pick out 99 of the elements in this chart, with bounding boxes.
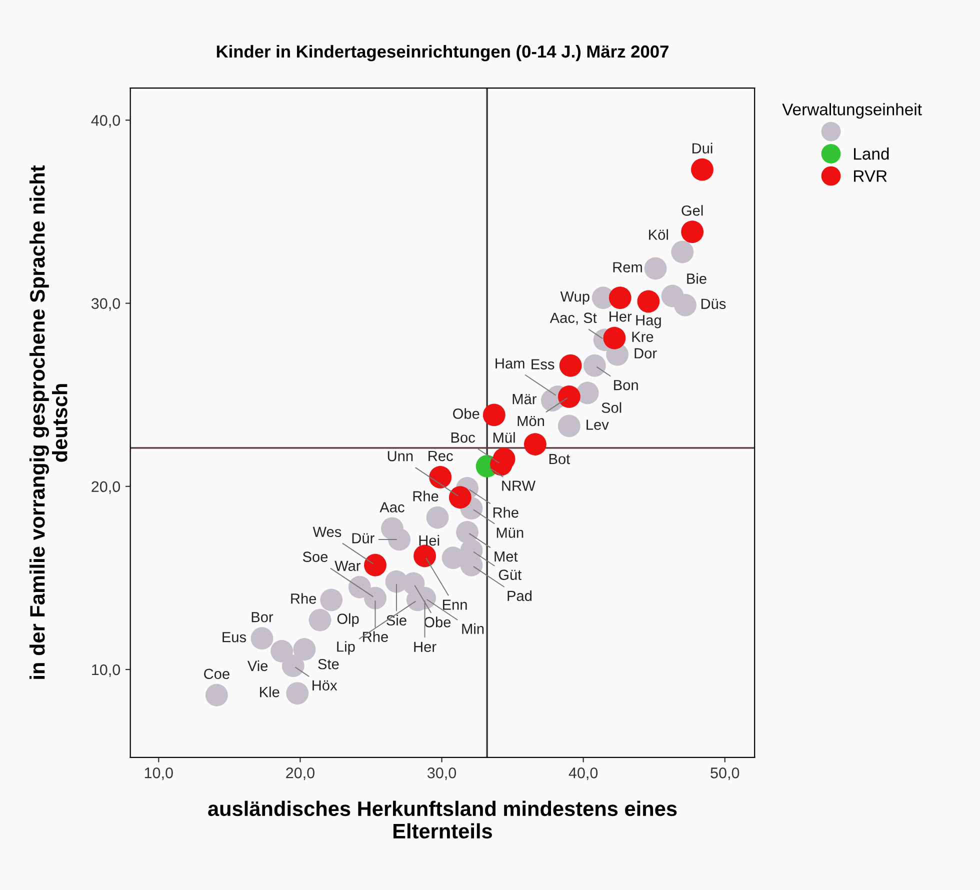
- annotation: Mön: [518, 416, 544, 426]
- annotation: Sie: [386, 614, 406, 626]
- annotation: Mül: [493, 432, 515, 443]
- annotation: Höx: [312, 680, 338, 691]
- point: [637, 290, 660, 313]
- annotation: Aac, St: [550, 312, 597, 325]
- y-axis-title: in der Familie vorrangig gesprochene Sprache nicht deutsch: [29, 165, 68, 679]
- annotation: Bon: [614, 380, 638, 390]
- point: [442, 546, 464, 569]
- annotation: Sol: [602, 402, 622, 413]
- point: [671, 240, 694, 264]
- point: [293, 638, 316, 661]
- point: [286, 682, 309, 704]
- annotation: Hag: [636, 315, 661, 328]
- annotation: Kre: [632, 332, 654, 342]
- annotation: Gel: [682, 205, 703, 216]
- legend-label: Land: [854, 148, 889, 160]
- annotation: Bie: [687, 273, 706, 284]
- annotation: Bot: [549, 454, 570, 464]
- annotation: NRW: [502, 480, 536, 491]
- x-axis-title: ausländisches Herkunftsland mindestens eines Elternteils: [208, 800, 677, 839]
- annotation: Soe: [302, 552, 328, 562]
- annotation: Boc: [451, 432, 475, 443]
- point: [364, 554, 386, 576]
- annotation: Pad: [508, 590, 532, 602]
- annotation: Obe: [453, 408, 480, 419]
- point: [559, 354, 582, 377]
- point: [320, 588, 343, 612]
- annotation: Olp: [337, 613, 359, 627]
- annotation: Dor: [634, 348, 657, 358]
- point: [644, 257, 667, 280]
- annotation: Her: [414, 642, 436, 652]
- annotation: Köl: [649, 229, 668, 240]
- annotation: Rhe: [413, 490, 438, 502]
- point: [414, 544, 436, 568]
- annotation: Dür: [352, 533, 374, 544]
- point: [482, 404, 506, 426]
- annotation: Mün: [496, 528, 524, 538]
- point: [524, 433, 546, 456]
- annotation: Rec: [428, 450, 453, 462]
- annotation: Min: [462, 623, 484, 634]
- point: [205, 684, 228, 706]
- point: [603, 326, 626, 350]
- y-tick-label: 30,0: [91, 298, 120, 311]
- annotation: Dui: [692, 142, 712, 154]
- annotation: Lev: [586, 420, 609, 430]
- x-tick-label: 30,0: [427, 768, 456, 780]
- x-tick-label: 10,0: [144, 768, 173, 780]
- annotation: Lip: [337, 641, 355, 655]
- point: [608, 286, 632, 309]
- annotation: Rhe: [363, 631, 388, 642]
- point: [456, 520, 478, 544]
- point: [426, 506, 449, 529]
- annotation: Rem: [613, 262, 642, 272]
- point: [250, 627, 274, 650]
- legend-title: Verwaltungseinheit: [782, 103, 922, 119]
- annotation: War: [334, 560, 361, 572]
- point: [674, 294, 696, 316]
- annotation: Ess: [532, 359, 554, 370]
- point: [576, 382, 599, 404]
- point: [388, 528, 410, 551]
- annotation: Coe: [204, 668, 230, 680]
- annotation: Düs: [701, 298, 726, 310]
- annotation: Enn: [443, 600, 467, 610]
- point: [270, 640, 293, 662]
- point: [583, 354, 606, 377]
- annotation: Met: [494, 552, 518, 562]
- point: [691, 158, 714, 181]
- annotation: Hei: [419, 535, 440, 546]
- annotation: Wes: [312, 526, 342, 538]
- annotation: Vie: [247, 660, 268, 672]
- legend-label: RVR: [854, 170, 887, 182]
- annotation: Kle: [260, 686, 280, 698]
- point: [448, 486, 472, 509]
- x-tick-label: 50,0: [710, 768, 740, 780]
- y-tick-label: 20,0: [92, 481, 120, 494]
- annotation: Rhe: [493, 507, 518, 518]
- point: [282, 654, 304, 678]
- x-tick-label: 20,0: [286, 768, 314, 780]
- annotation: Ham: [496, 358, 524, 369]
- chart-title: Kinder in Kindertageseinrichtungen (0-14 J.) März 2007: [216, 44, 668, 62]
- annotation: Her: [610, 312, 632, 322]
- point: [308, 608, 332, 632]
- annotation: Ste: [318, 658, 339, 670]
- point: [558, 414, 580, 438]
- annotation: Mär: [512, 394, 536, 404]
- annotation: Aac: [380, 502, 404, 512]
- x-tick-label: 40,0: [568, 768, 598, 780]
- annotation: Rhe: [291, 593, 316, 604]
- annotation: Bor: [252, 612, 274, 622]
- point: [558, 385, 580, 408]
- annotation: Wup: [560, 292, 590, 305]
- annotation: Unn: [388, 451, 413, 462]
- point: [364, 586, 386, 610]
- point: [681, 220, 704, 244]
- y-tick-label: 10,0: [92, 664, 120, 677]
- annotation: Eus: [222, 632, 246, 642]
- y-tick-label: 40,0: [91, 115, 120, 128]
- annotation: Güt: [498, 570, 522, 580]
